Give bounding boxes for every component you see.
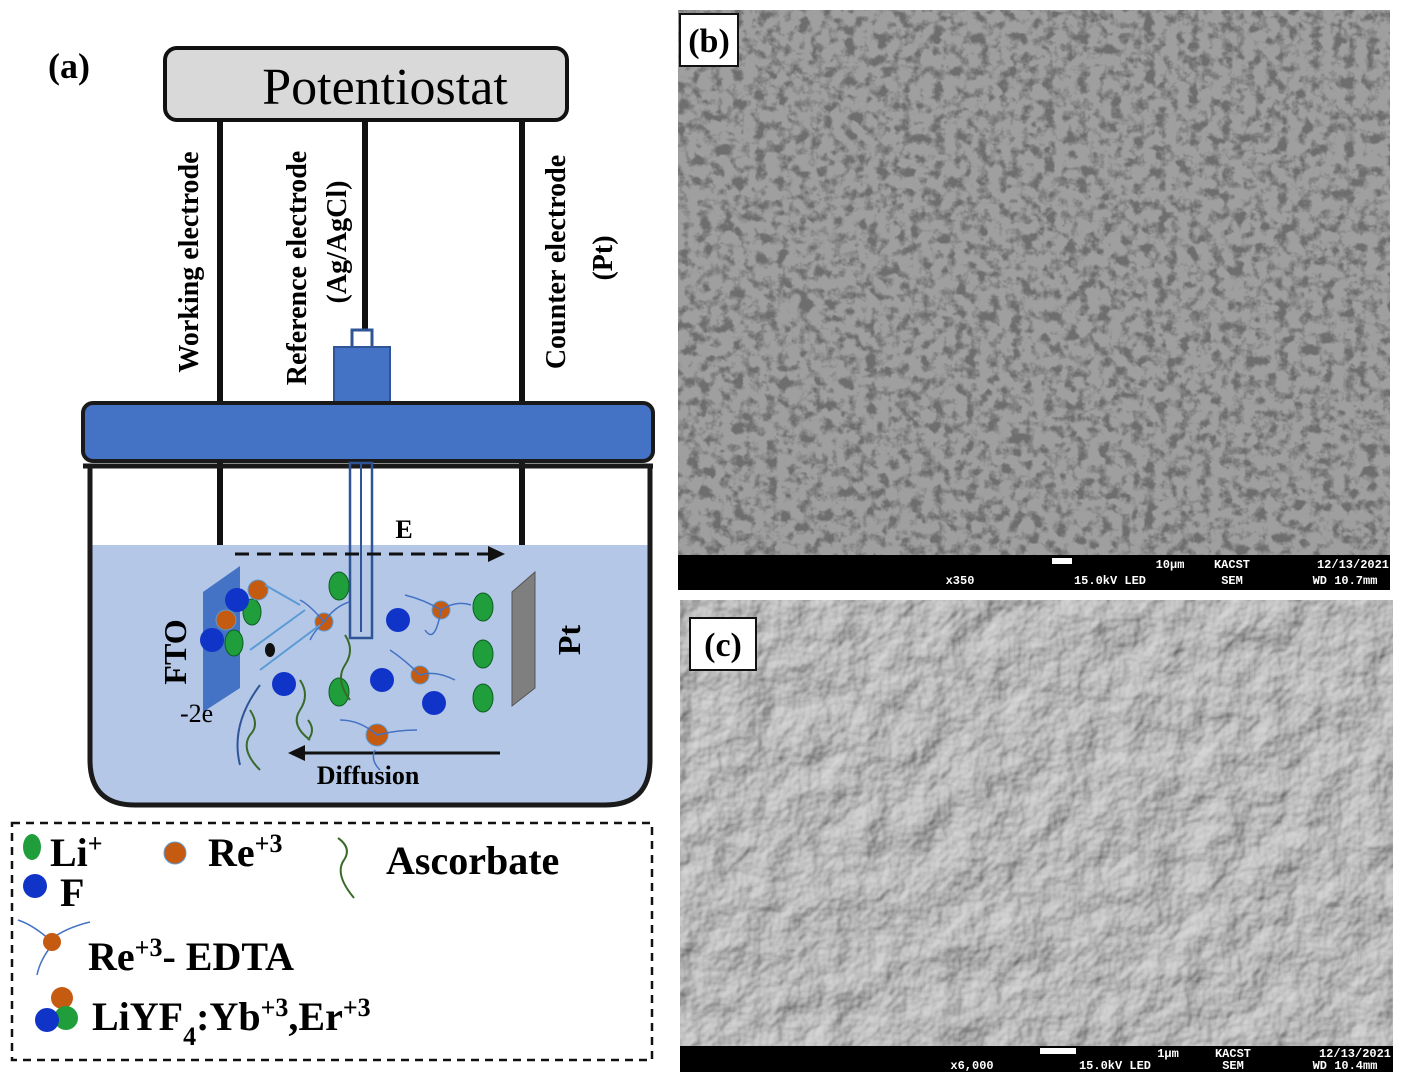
panel-label: (a) xyxy=(48,46,90,86)
voltage: 15.0kV LED xyxy=(1074,574,1146,588)
legend-re-symbol xyxy=(164,842,186,864)
institute: KACST xyxy=(1214,558,1250,572)
scale-bar xyxy=(1052,558,1072,564)
superscript: +3 xyxy=(255,829,283,858)
fto-label: FTO xyxy=(157,619,193,684)
working-electrode-label: Working electrode xyxy=(174,151,205,372)
legend-edta-symbol xyxy=(18,920,90,975)
text-part: Ascorbate xyxy=(386,838,559,883)
diffusion-label: Diffusion xyxy=(317,761,420,790)
voltage: 15.0kV LED xyxy=(1079,1059,1151,1072)
potentiostat-label: Potentiostat xyxy=(262,59,508,116)
ref-body xyxy=(334,347,390,403)
superscript: + xyxy=(88,829,103,858)
subscript: 4 xyxy=(183,1022,196,1051)
scale-bar xyxy=(1040,1048,1076,1054)
text-part: Re xyxy=(88,934,135,979)
field-label: E xyxy=(395,515,412,544)
reference-electrode-label: Reference electrode xyxy=(282,151,313,386)
counter-electrode-label: Counter electrode xyxy=(541,155,572,369)
superscript: +3 xyxy=(135,933,163,962)
pt-plate xyxy=(512,572,535,706)
superscript: +3 xyxy=(343,993,371,1022)
panel-label: (b) xyxy=(688,23,730,60)
text-part: :Yb xyxy=(196,994,260,1039)
info-bar xyxy=(680,1046,1393,1072)
text-part: - EDTA xyxy=(162,934,294,979)
electron-label: -2e xyxy=(180,699,213,728)
text-part: LiYF xyxy=(92,994,183,1039)
text-part: F xyxy=(60,870,84,915)
text-part: Re xyxy=(208,830,255,875)
pt-label: Pt xyxy=(551,625,587,656)
legend-f-symbol xyxy=(23,874,47,898)
detector: SEM xyxy=(1222,1059,1244,1072)
legend-ascorbate: Ascorbate xyxy=(386,838,559,883)
info-bar xyxy=(678,555,1390,590)
panel-b: (b) 10μm KACST 12/13/2021 x350 15.0kV LE… xyxy=(678,10,1390,590)
ref-cap xyxy=(352,330,372,348)
legend-ascorbate-symbol xyxy=(338,838,354,898)
magnification: x6,000 xyxy=(950,1059,993,1072)
counter-note: (Pt) xyxy=(588,235,619,280)
sem-texture xyxy=(678,10,1390,556)
working-distance: WD 10.7mm xyxy=(1313,574,1378,588)
legend-re-edta: Re+3- EDTA xyxy=(88,933,294,980)
panel-a: (a) Potentiostat Working electrode Refer… xyxy=(12,46,653,1060)
date: 12/13/2021 xyxy=(1317,558,1389,572)
panel-c: (c) 1μm KACST 12/13/2021 x6,000 15.0kV L… xyxy=(680,600,1393,1072)
figure: (a) Potentiostat Working electrode Refer… xyxy=(0,0,1402,1072)
detector: SEM xyxy=(1221,574,1243,588)
legend-particle: LiYF4:Yb+3,Er+3 xyxy=(92,993,371,1051)
magnification: x350 xyxy=(946,574,975,588)
scale-text: 10μm xyxy=(1156,558,1185,572)
legend-re: Re+3 xyxy=(208,829,282,876)
panel-label: (c) xyxy=(704,627,742,664)
superscript: +3 xyxy=(261,993,289,1022)
legend-f: F xyxy=(60,870,84,915)
text-part: ,Er xyxy=(288,994,342,1039)
reference-note: (Ag/AgCl) xyxy=(322,181,353,304)
legend-particle-symbol xyxy=(35,987,78,1032)
scale-text: 1μm xyxy=(1157,1047,1179,1061)
legend-li: Li+ xyxy=(50,829,103,876)
lid xyxy=(83,403,653,461)
legend-li-symbol xyxy=(23,834,41,860)
working-distance: WD 10.4mm xyxy=(1313,1059,1378,1072)
sem-texture xyxy=(680,600,1393,1046)
text-part: Li xyxy=(50,830,88,875)
